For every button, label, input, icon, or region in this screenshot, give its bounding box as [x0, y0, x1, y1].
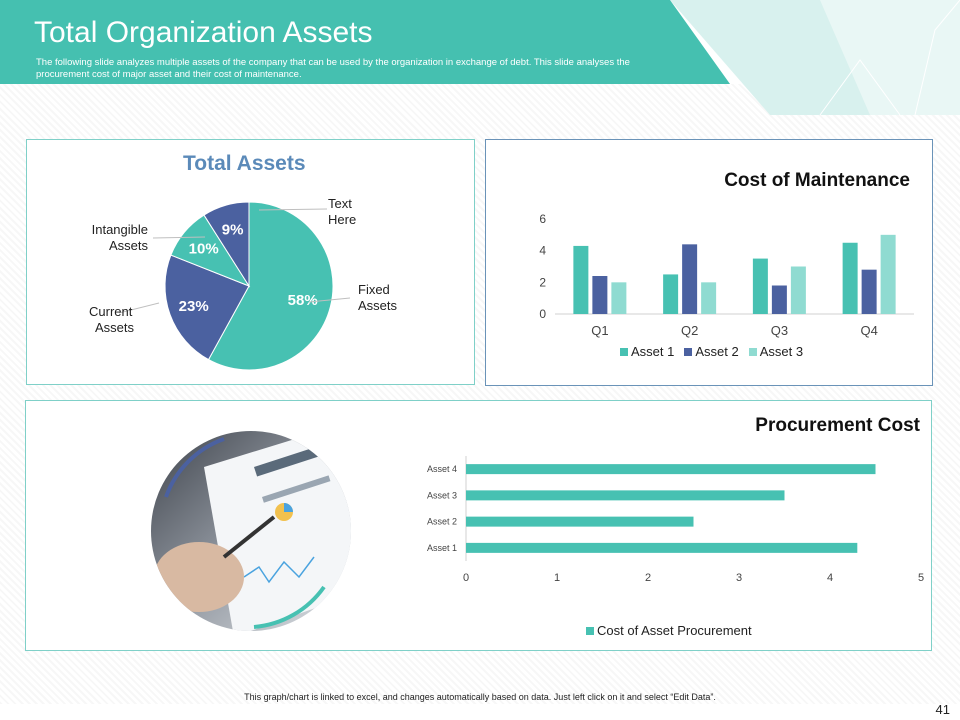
x-tick-label: 2 [645, 572, 651, 584]
maintenance-legend: Asset 1 Asset 2 Asset 3 [620, 344, 803, 359]
page-number: 41 [935, 702, 950, 717]
total-assets-panel[interactable]: Total Assets 58% 23% 10% 9% Fixed Assets Curre… [26, 139, 475, 385]
legend-item: Asset 2 [684, 344, 739, 359]
legend-item: Asset 3 [748, 344, 804, 359]
callout-intangible-assets: Intangible [92, 222, 148, 237]
callout-intangible-assets: Assets [109, 238, 149, 253]
callout-text-here: Text [328, 196, 352, 211]
x-tick-label: 4 [827, 572, 833, 584]
procurement-bar-chart[interactable]: 0 1 2 3 4 5 Asset 1 Asset 2 Asset 3 Asset 4 [26, 401, 931, 650]
legend-swatch [684, 347, 693, 356]
x-tick-label: 0 [463, 572, 469, 584]
legend-item: Cost of Asset Procurement [586, 623, 752, 638]
callout-current-assets: Assets [95, 320, 135, 335]
callout-fixed-assets: Fixed [358, 282, 390, 297]
x-tick-label: 3 [736, 572, 742, 584]
bar-asset-3 [611, 282, 627, 314]
bar-asset-1 [663, 274, 679, 314]
y-tick-label: Asset 1 [427, 543, 457, 553]
maintenance-bar-chart[interactable]: 0 2 4 6 Q1 Q2 Q3 Q4 [486, 140, 932, 385]
procurement-chart-title: Procurement Cost [755, 415, 920, 436]
bar-asset-1 [752, 258, 768, 314]
bar-asset-3 [701, 282, 717, 314]
leader-line [118, 302, 160, 314]
x-tick-label: Q4 [860, 323, 877, 338]
y-tick-label: Asset 3 [427, 490, 457, 500]
legend-label: Asset 1 [631, 344, 675, 359]
legend-label: Asset 2 [695, 344, 739, 359]
bar-procurement [466, 516, 694, 527]
y-tick-label: 2 [539, 275, 546, 289]
y-tick-label: 0 [539, 307, 546, 321]
legend-swatch [620, 347, 628, 356]
legend-label: Asset 3 [759, 344, 804, 359]
pie-slice [207, 201, 334, 371]
bar-asset-2 [861, 269, 877, 314]
tablet-photo [151, 431, 351, 631]
page-title: Total Organization Assets [34, 16, 373, 49]
legend-label: Cost of Asset Procurement [597, 623, 752, 638]
legend-swatch [748, 347, 757, 356]
pie-value-label: 23% [179, 298, 209, 315]
maintenance-chart-title: Cost of Maintenance [724, 170, 910, 191]
bar-asset-2 [682, 244, 698, 314]
bar-asset-2 [771, 285, 787, 314]
procurement-legend: Cost of Asset Procurement [586, 623, 752, 638]
x-tick-label: 1 [554, 572, 560, 584]
bar-procurement [466, 542, 858, 553]
x-tick-label: Q3 [771, 323, 788, 338]
pie-slice [203, 201, 250, 288]
callout-text-here: Here [328, 212, 356, 227]
leader-line [258, 208, 328, 211]
footer-note: This graph/chart is linked to excel, and… [244, 692, 716, 702]
y-tick-label: Asset 4 [427, 464, 457, 474]
x-tick-label: 5 [918, 572, 924, 584]
bar-procurement [466, 464, 876, 475]
bar-asset-3 [790, 266, 806, 314]
procurement-panel[interactable]: Procurement Cost 0 1 2 3 4 5 Asset 1 Asset 2 Ass… [25, 400, 932, 651]
pie-value-label: 9% [222, 222, 244, 239]
y-tick-label: Asset 2 [427, 517, 457, 527]
callout-current-assets: Current [89, 304, 133, 319]
pie-chart[interactable]: 58%23%10%9%FixedAssetsCurrentAssetsIntan… [27, 140, 474, 384]
pie-slice [164, 254, 250, 361]
pie-value-label: 58% [288, 292, 318, 309]
pie-chart-title: Total Assets [183, 152, 306, 175]
legend-item: Asset 1 [620, 344, 674, 359]
leader-line [308, 297, 351, 303]
x-tick-label: Q1 [591, 323, 608, 338]
bar-asset-1 [842, 242, 858, 314]
pie-value-label: 10% [189, 241, 219, 258]
leader-line [152, 236, 206, 239]
x-tick-label: Q2 [681, 323, 698, 338]
header-decoration [0, 0, 960, 116]
legend-swatch [586, 626, 594, 635]
bar-asset-3 [880, 234, 896, 314]
callout-fixed-assets: Assets [358, 298, 398, 313]
bar-asset-1 [573, 245, 589, 314]
bar-procurement [466, 490, 785, 501]
y-tick-label: 4 [539, 244, 546, 258]
y-tick-label: 6 [539, 212, 546, 226]
maintenance-panel[interactable]: Cost of Maintenance 0 2 4 6 Q1 Q2 Q3 Q4 Asset 1… [485, 139, 933, 386]
bar-asset-2 [592, 276, 608, 314]
page-subtitle: The following slide analyzes multiple as… [36, 57, 630, 80]
